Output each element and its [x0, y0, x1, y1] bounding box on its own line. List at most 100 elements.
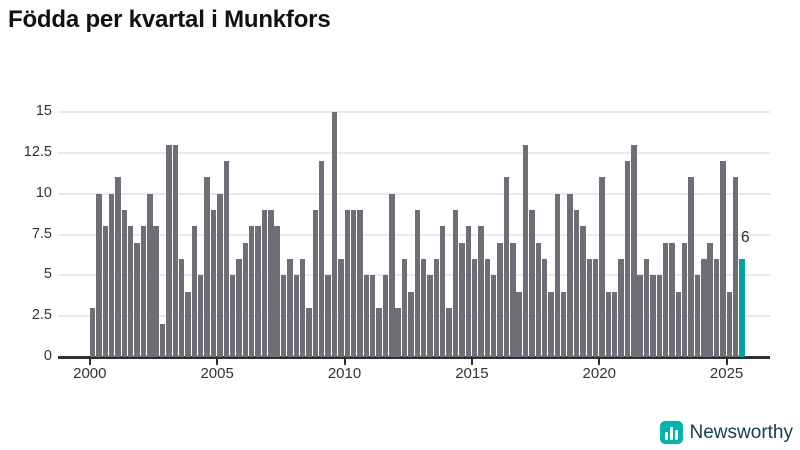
bar [535, 242, 541, 357]
bar [344, 210, 350, 357]
bar [147, 193, 153, 357]
bar [382, 275, 389, 357]
bar [465, 226, 471, 357]
y-tick-label: 7.5 [31, 225, 52, 242]
bar [510, 242, 516, 357]
bar [726, 291, 733, 357]
y-tick-label: 0 [43, 348, 52, 364]
bar [376, 308, 382, 357]
bar [478, 226, 484, 357]
bar [446, 308, 452, 357]
gridline [58, 315, 770, 318]
bar [516, 291, 522, 357]
bar [548, 291, 554, 357]
bar [490, 275, 497, 357]
x-tick-label: 2015 [455, 365, 489, 382]
bar [274, 226, 280, 357]
bar [280, 275, 287, 357]
bar [694, 275, 701, 357]
bar [720, 161, 726, 357]
bar [650, 275, 656, 357]
y-tick-label: 15 [35, 103, 52, 119]
bar [331, 112, 338, 357]
bar [306, 308, 312, 357]
bar [433, 259, 440, 357]
bar [401, 259, 408, 357]
bar [204, 177, 210, 357]
bar [408, 291, 414, 357]
x-axis-tick [725, 358, 728, 365]
highlighted-bar [739, 259, 745, 357]
bar [567, 193, 573, 357]
bar [121, 210, 128, 357]
x-tick-label: 2025 [709, 365, 744, 382]
bar [605, 291, 612, 357]
bar [357, 210, 363, 357]
bar [529, 210, 535, 357]
x-tick-label: 2020 [582, 365, 616, 382]
bar [217, 193, 223, 357]
bar [580, 226, 586, 357]
gridline [58, 111, 770, 113]
bar [159, 324, 166, 357]
bar [229, 275, 236, 357]
bar [713, 259, 720, 357]
bar [369, 275, 376, 357]
y-tick-label: 5 [43, 266, 52, 283]
bar [669, 242, 675, 357]
bar [707, 242, 713, 357]
bar [541, 259, 548, 357]
bar [108, 193, 115, 357]
bar [191, 226, 198, 357]
bar [178, 259, 185, 357]
bar [427, 275, 433, 357]
gridline [58, 192, 770, 195]
bar [134, 242, 140, 357]
bar [236, 259, 242, 357]
bar [363, 275, 370, 357]
bar [153, 226, 159, 357]
bar [643, 259, 650, 357]
bar [420, 259, 427, 357]
bar [662, 242, 669, 357]
bar [89, 308, 96, 357]
bar [223, 161, 229, 357]
bar [140, 226, 147, 357]
bar [599, 177, 605, 357]
bar [198, 275, 204, 357]
bar [592, 259, 599, 357]
x-axis-tick [470, 358, 473, 365]
bar [115, 177, 121, 357]
bar [573, 210, 580, 357]
bar [325, 275, 331, 357]
bar [102, 226, 108, 357]
bar [624, 161, 631, 357]
bar [459, 242, 465, 357]
y-tick-label: 2.5 [31, 307, 52, 324]
bar [96, 193, 102, 357]
bar [688, 177, 694, 357]
bar [471, 259, 478, 357]
newsworthy-logo: Newsworthy [659, 421, 793, 444]
bar [395, 308, 401, 357]
gridline [58, 233, 770, 236]
x-axis-tick [88, 358, 91, 365]
bar [210, 210, 217, 357]
x-tick-label: 2000 [73, 365, 107, 382]
bar [586, 259, 592, 357]
bar [656, 275, 662, 357]
bar [128, 226, 134, 357]
bar [637, 275, 643, 357]
bar [185, 291, 191, 357]
bar [166, 144, 172, 357]
bar [268, 210, 274, 357]
bar [497, 242, 503, 357]
chart-title: Födda per kvartal i Munkfors [8, 6, 331, 33]
bar [452, 210, 459, 357]
bar [522, 144, 529, 357]
bar [631, 144, 637, 357]
bar [350, 210, 357, 357]
bar [561, 291, 567, 357]
x-tick-label: 2010 [327, 365, 362, 382]
bar [618, 259, 624, 357]
